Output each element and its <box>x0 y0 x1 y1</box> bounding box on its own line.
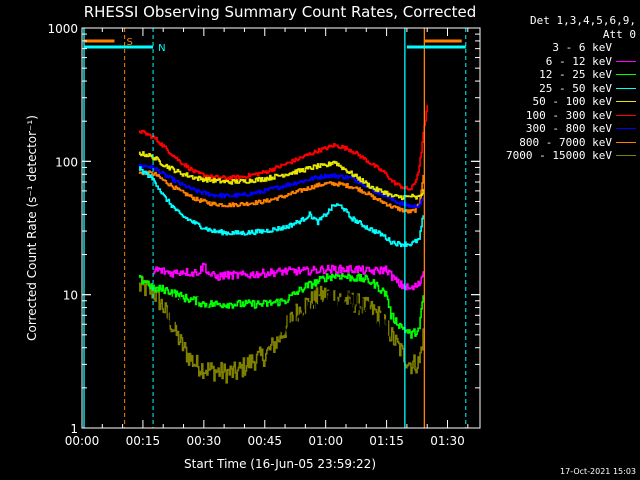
legend-item: 7000 - 15000 keV <box>484 149 636 163</box>
y-tick-label: 100 <box>55 155 78 169</box>
series-line <box>138 273 424 339</box>
chart-title: RHESSI Observing Summary Count Rates, Co… <box>84 3 477 21</box>
legend-label: 50 - 100 keV <box>532 95 612 108</box>
legend-label: 800 - 7000 keV <box>519 135 612 149</box>
x-tick-label: 01:00 <box>308 434 343 448</box>
legend-label: 7000 - 15000 keV <box>506 149 612 162</box>
x-tick-label: 00:45 <box>247 434 282 448</box>
legend-item: 800 - 7000 keV <box>484 136 636 150</box>
legend-swatch <box>616 155 636 157</box>
legend-swatch <box>616 114 636 116</box>
marker-label: S <box>126 37 132 48</box>
legend-swatch <box>616 141 636 143</box>
series-line <box>138 166 424 248</box>
legend-label: 25 - 50 keV <box>539 81 612 95</box>
legend-header-line2: Att 0 <box>602 27 636 41</box>
legend-swatch <box>616 47 636 49</box>
marker-label: N <box>158 43 165 54</box>
series-line <box>138 151 424 201</box>
legend-swatch <box>616 87 636 89</box>
timestamp: 17-Oct-2021 15:03 <box>560 467 636 476</box>
legend-item: 12 - 25 keV <box>484 68 636 82</box>
legend-item: 50 - 100 keV <box>484 95 636 109</box>
x-axis-label: Start Time (16-Jun-05 23:59:22) <box>184 457 376 471</box>
x-tick-label: 01:30 <box>430 434 465 448</box>
legend-swatch <box>616 128 636 130</box>
y-tick-label: 10 <box>63 289 78 303</box>
legend-item: 3 - 6 keV <box>484 41 636 55</box>
legend-item: 100 - 300 keV <box>484 109 636 123</box>
legend-swatch <box>616 74 636 76</box>
series-line <box>153 262 424 291</box>
legend-header-line1: Det 1,3,4,5,6,9, <box>530 14 636 27</box>
y-tick-label: 1 <box>70 422 78 436</box>
x-tick-label: 01:15 <box>369 434 404 448</box>
legend-item: 300 - 800 keV <box>484 122 636 136</box>
series-line <box>138 170 424 214</box>
y-axis-label: Corrected Count Rate (s⁻¹ detector⁻¹) <box>25 115 39 341</box>
series-line <box>138 284 424 429</box>
x-tick-label: 00:00 <box>65 434 100 448</box>
legend-label: 100 - 300 keV <box>525 108 612 122</box>
legend-label: 6 - 12 keV <box>545 54 612 68</box>
series-line <box>138 104 428 191</box>
legend-label: 3 - 6 keV <box>552 41 612 54</box>
legend-swatch <box>616 60 636 62</box>
x-tick-label: 00:15 <box>126 434 161 448</box>
legend-label: 300 - 800 keV <box>525 122 612 135</box>
series-line <box>138 276 424 384</box>
legend-swatch <box>616 101 636 103</box>
legend-item: 6 - 12 keV <box>484 55 636 69</box>
legend-label: 12 - 25 keV <box>539 68 612 81</box>
y-tick-label: 1000 <box>47 22 78 36</box>
x-tick-label: 00:30 <box>187 434 222 448</box>
legend: Det 1,3,4,5,6,9, Att 0 3 - 6 keV 6 - 12 … <box>484 14 636 163</box>
plot-area: S N 00:00 00:15 00:30 00:45 01:00 01:15 01:30 1 10… <box>47 22 481 448</box>
plot-frame <box>81 27 481 429</box>
legend-item: 25 - 50 keV <box>484 82 636 96</box>
